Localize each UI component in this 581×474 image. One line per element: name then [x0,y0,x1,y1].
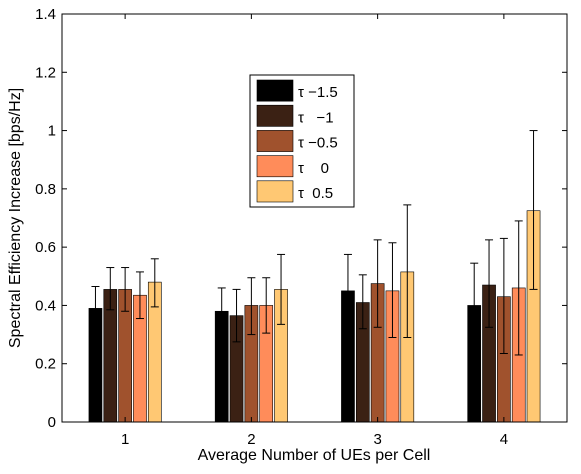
legend: τ −1.5 τ −1 τ −0.5 τ 0 τ 0.5 [249,74,355,208]
error-bars-group [91,130,538,356]
legend-label: τ −1.5 [298,84,338,101]
x-tick-label: 2 [247,431,255,448]
legend-label: τ 0.5 [298,185,333,202]
y-tick-label: 0.6 [35,239,56,256]
legend-swatch [256,104,294,127]
legend-swatch [256,130,294,152]
y-tick-label: 1.2 [35,64,56,81]
y-tick-label: 1 [48,123,56,140]
plot-frame [61,13,568,423]
y-tick-label: 0 [48,414,56,431]
legend-label: τ −0.5 [298,135,338,152]
legend-label: τ 0 [298,160,329,177]
legend-swatch [256,180,294,203]
y-tick-label: 1.4 [35,6,56,23]
y-axis-label: Spectral Efficiency Increase [bps/Hz] [7,88,24,348]
legend-label: τ −1 [298,109,334,126]
x-axis-label: Average Number of UEs per Cell [198,447,431,464]
legend-swatch [256,155,294,178]
y-tick-label: 0.2 [35,356,56,373]
y-tick-label: 0.4 [35,297,56,314]
x-tick-label: 3 [373,431,381,448]
x-axis: 1 2 3 4 [121,14,508,448]
x-tick-label: 1 [121,431,129,448]
legend-swatch [256,79,294,102]
y-axis: 0 0.2 0.4 0.6 0.8 1 1.2 1.4 [35,6,567,431]
y-tick-label: 0.8 [35,181,56,198]
x-tick-label: 4 [500,431,508,448]
